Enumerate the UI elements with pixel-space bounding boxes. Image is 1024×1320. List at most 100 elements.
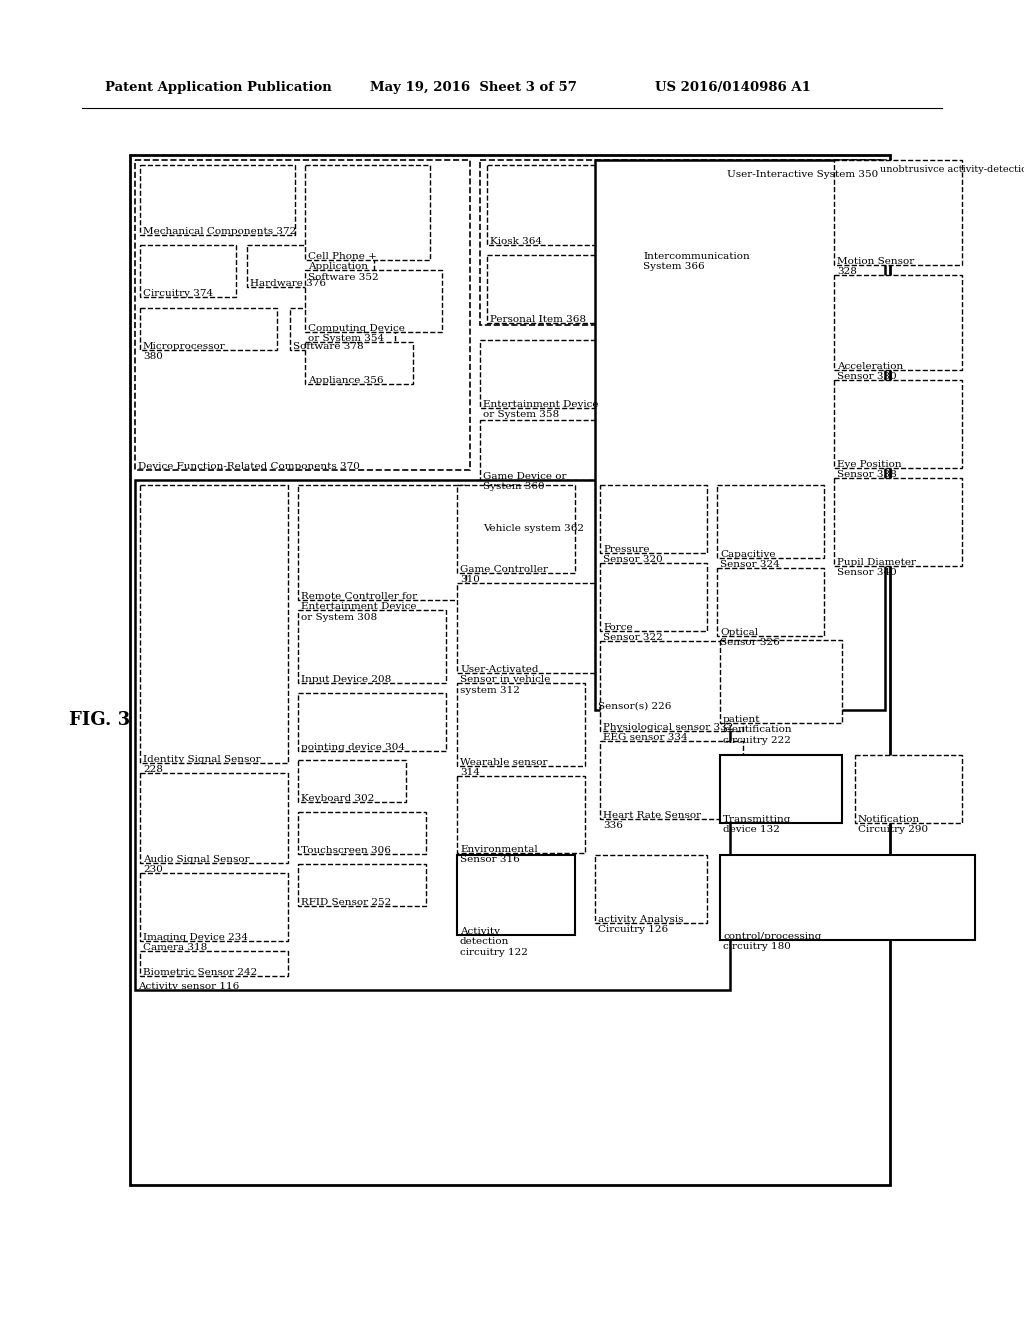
Bar (140, 165, 295, 235)
Text: Imaging Device 234
Camera 318: Imaging Device 234 Camera 318 (143, 933, 248, 953)
Text: Hardware 376: Hardware 376 (250, 279, 326, 288)
Text: Device Function-Related Components 370: Device Function-Related Components 370 (138, 462, 359, 471)
Bar (834, 160, 962, 265)
Text: Appliance 356: Appliance 356 (308, 376, 384, 385)
Text: Pressure
Sensor 320: Pressure Sensor 320 (603, 545, 663, 565)
Text: Activity
detection
circuitry 122: Activity detection circuitry 122 (460, 927, 528, 957)
Bar (834, 380, 962, 469)
Text: Force
Sensor 322: Force Sensor 322 (603, 623, 663, 643)
Bar (135, 160, 470, 470)
Text: Vehicle system 362: Vehicle system 362 (483, 524, 584, 533)
Bar (834, 275, 962, 370)
Bar (600, 741, 743, 818)
Bar (305, 165, 430, 260)
Bar (600, 642, 743, 731)
Text: control/processing
circuitry 180: control/processing circuitry 180 (723, 932, 821, 952)
Text: Software 378: Software 378 (293, 342, 364, 351)
Text: Game Device or
System 360: Game Device or System 360 (483, 473, 566, 491)
Bar (457, 583, 595, 673)
Text: Microprocessor
380: Microprocessor 380 (143, 342, 225, 362)
Bar (140, 873, 288, 941)
Bar (720, 755, 842, 822)
Bar (834, 478, 962, 566)
Text: Optical
Sensor 326: Optical Sensor 326 (720, 628, 779, 647)
Text: Notification
Circuitry 290: Notification Circuitry 290 (858, 814, 928, 834)
Text: Touchscreen 306: Touchscreen 306 (301, 846, 391, 855)
Bar (305, 342, 413, 384)
Text: Computing Device
or System 354: Computing Device or System 354 (308, 323, 404, 343)
Text: Input Device 208: Input Device 208 (301, 675, 391, 684)
Text: Activity sensor 116: Activity sensor 116 (138, 982, 240, 991)
Text: activity Analysis
Circuitry 126: activity Analysis Circuitry 126 (598, 915, 683, 935)
Bar (487, 255, 632, 323)
Text: pointing device 304: pointing device 304 (301, 743, 406, 752)
Text: Game Controller
310: Game Controller 310 (460, 565, 548, 585)
Bar (457, 682, 585, 766)
Bar (640, 165, 785, 260)
Text: Physiological sensor 332
EEG sensor 334: Physiological sensor 332 EEG sensor 334 (603, 723, 733, 742)
Text: Keyboard 302: Keyboard 302 (301, 795, 375, 803)
Text: Acceleration
Sensor 330: Acceleration Sensor 330 (837, 362, 903, 381)
Text: Intercommunication
System 366: Intercommunication System 366 (643, 252, 750, 272)
Bar (140, 774, 288, 863)
Text: unobtrusivce activity-detection system 108: unobtrusivce activity-detection system 1… (880, 165, 1024, 174)
Text: Circuitry 374: Circuitry 374 (143, 289, 213, 298)
Text: Audio Signal Sensor
230: Audio Signal Sensor 230 (143, 855, 250, 874)
Text: Biometric Sensor 242: Biometric Sensor 242 (143, 968, 257, 977)
Text: Wearable sensor
314: Wearable sensor 314 (460, 758, 548, 777)
Bar (140, 246, 236, 297)
Text: May 19, 2016  Sheet 3 of 57: May 19, 2016 Sheet 3 of 57 (370, 82, 577, 95)
Bar (487, 165, 627, 246)
Text: Personal Item 368: Personal Item 368 (490, 315, 586, 323)
Bar (480, 341, 655, 408)
Text: patient
identification
circuitry 222: patient identification circuitry 222 (723, 715, 793, 744)
Text: Sensor(s) 226: Sensor(s) 226 (598, 702, 672, 711)
Bar (600, 564, 707, 631)
Bar (135, 480, 730, 990)
Bar (595, 160, 885, 710)
Bar (457, 855, 575, 935)
Text: US 2016/0140986 A1: US 2016/0140986 A1 (655, 82, 811, 95)
Text: Identity Signal Sensor
228: Identity Signal Sensor 228 (143, 755, 261, 775)
Text: Cell Phone +
Application
Software 352: Cell Phone + Application Software 352 (308, 252, 379, 281)
Bar (305, 271, 442, 333)
Bar (140, 484, 288, 763)
Bar (480, 490, 635, 532)
Bar (717, 484, 824, 558)
Bar (298, 610, 446, 682)
Bar (298, 812, 426, 854)
Bar (595, 855, 707, 923)
Text: FIG. 3: FIG. 3 (70, 711, 131, 729)
Bar (130, 154, 890, 1185)
Bar (717, 568, 824, 636)
Text: Eye Position
Sensor 338: Eye Position Sensor 338 (837, 459, 901, 479)
Text: Kiosk 364: Kiosk 364 (490, 238, 542, 246)
Bar (290, 308, 395, 350)
Text: Remote Controller for
Entertainment Device
or System 308: Remote Controller for Entertainment Devi… (301, 591, 417, 622)
Bar (480, 160, 880, 325)
Text: Patent Application Publication: Patent Application Publication (105, 82, 332, 95)
Bar (298, 484, 466, 601)
Bar (480, 420, 635, 480)
Bar (855, 755, 962, 822)
Text: Pupil Diameter
Sensor 340: Pupil Diameter Sensor 340 (837, 558, 916, 577)
Bar (720, 855, 975, 940)
Bar (298, 865, 426, 906)
Text: Transmitting
device 132: Transmitting device 132 (723, 814, 792, 834)
Text: Entertainment Device
or System 358: Entertainment Device or System 358 (483, 400, 598, 420)
Text: Heart Rate Sensor
336: Heart Rate Sensor 336 (603, 810, 701, 830)
Bar (600, 484, 707, 553)
Bar (140, 308, 278, 350)
Bar (720, 640, 842, 723)
Bar (298, 693, 446, 751)
Bar (247, 246, 374, 286)
Bar (298, 760, 406, 803)
Text: Environmental
Sensor 316: Environmental Sensor 316 (460, 845, 538, 865)
Text: Mechanical Components 372: Mechanical Components 372 (143, 227, 296, 236)
Bar (457, 484, 575, 573)
Bar (457, 776, 585, 853)
Text: RFID Sensor 252: RFID Sensor 252 (301, 898, 391, 907)
Bar (140, 950, 288, 975)
Text: Capacitive
Sensor 324: Capacitive Sensor 324 (720, 550, 779, 569)
Text: User-Activated
Sensor in vehicle
system 312: User-Activated Sensor in vehicle system … (460, 665, 550, 694)
